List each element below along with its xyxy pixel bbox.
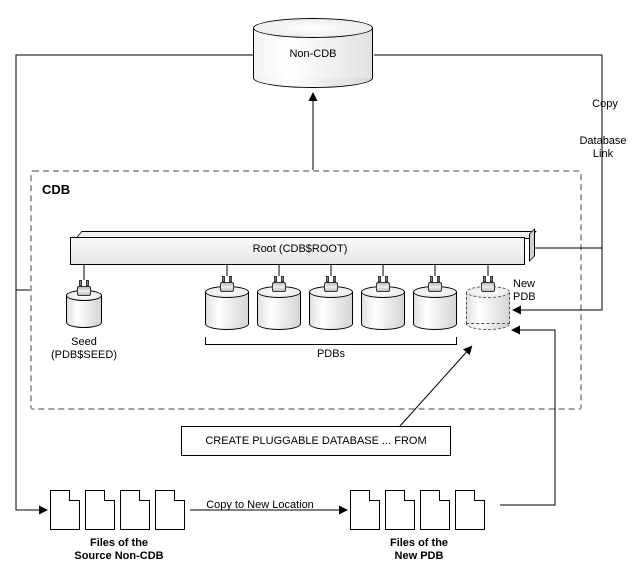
pdb-cylinder — [413, 286, 457, 332]
seed-label: Seed (PDB$SEED) — [44, 336, 124, 362]
diagram-root: Non-CDB CDB Root (CDB$ROOT) Seed (PDB$SE… — [0, 0, 641, 573]
root-label: Root (CDB$ROOT) — [70, 243, 530, 256]
plug-icon — [481, 276, 495, 296]
plug-icon — [77, 280, 91, 300]
plug-icon — [376, 276, 390, 296]
files-new-label: Files of the New PDB — [344, 537, 494, 563]
sql-command-text: CREATE PLUGGABLE DATABASE ... FROM — [205, 435, 426, 447]
new-pdb-cylinder — [466, 286, 510, 332]
plug-icon — [272, 276, 286, 296]
files-source-label: Files of the Source Non-CDB — [44, 537, 194, 563]
pdb-cylinder — [361, 286, 405, 332]
dblink-label: Database Link — [568, 135, 638, 161]
new-pdb-label: New PDB — [513, 278, 557, 304]
copy-label: Copy — [585, 98, 625, 111]
file-icon — [85, 490, 115, 530]
pdb-cylinder — [309, 286, 353, 332]
file-icon — [50, 490, 80, 530]
file-icon — [350, 490, 380, 530]
pdbs-bracket — [205, 337, 457, 345]
pdbs-label: PDBs — [205, 348, 457, 361]
pdb-cylinder — [257, 286, 301, 332]
plug-icon — [428, 276, 442, 296]
file-icon — [155, 490, 185, 530]
sql-command-box: CREATE PLUGGABLE DATABASE ... FROM — [181, 426, 451, 456]
file-icon — [455, 490, 485, 530]
copy-location-label: Copy to New Location — [195, 499, 325, 512]
noncdb-label: Non-CDB — [253, 48, 373, 61]
plug-icon — [220, 276, 234, 296]
file-icon — [120, 490, 150, 530]
cdb-title: CDB — [42, 182, 70, 198]
plug-icon — [324, 276, 338, 296]
pdb-cylinder — [205, 286, 249, 332]
file-icon — [385, 490, 415, 530]
file-icon — [420, 490, 450, 530]
seed-cylinder — [66, 290, 102, 330]
